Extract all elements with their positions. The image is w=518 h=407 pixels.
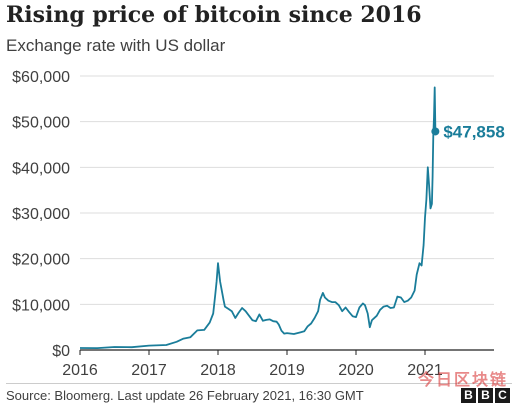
- y-tick-label: $50,000: [12, 115, 70, 132]
- logo-letter: B: [478, 388, 493, 403]
- chart-title: Rising price of bitcoin since 2016: [6, 2, 422, 28]
- y-tick-label: $40,000: [12, 160, 70, 177]
- last-value-point: [431, 127, 440, 136]
- y-tick-label: $10,000: [12, 297, 70, 314]
- x-tick-label: 2016: [62, 362, 98, 379]
- source-note: Source: Bloomerg. Last update 26 Februar…: [6, 388, 364, 403]
- series-line: [79, 86, 437, 350]
- logo-letter: C: [495, 388, 510, 403]
- y-tick-label: $30,000: [12, 206, 70, 223]
- y-tick-label: $60,000: [12, 69, 70, 86]
- annotations: $47,858: [431, 122, 505, 141]
- footer-divider: [6, 383, 512, 384]
- x-axis-tick-labels: 2016 2017 2018 2019 2020 2021: [62, 350, 443, 379]
- watermark: 今日区块链: [417, 372, 508, 389]
- logo-letter: B: [461, 388, 476, 403]
- price-series: [79, 86, 437, 350]
- y-tick-label: $20,000: [12, 252, 70, 269]
- last-value-label: $47,858: [443, 122, 504, 141]
- bbc-logo: B B C: [461, 388, 510, 403]
- line-chart: $0 $10,000 $20,000 $30,000 $40,000 $50,000 $60…: [12, 69, 505, 379]
- x-tick-label: 2021: [407, 362, 443, 379]
- x-tick-label: 2019: [269, 362, 305, 379]
- y-axis-tick-labels: $0 $10,000 $20,000 $30,000 $40,000 $50,000 $60…: [12, 69, 70, 360]
- x-tick-label: 2020: [338, 362, 374, 379]
- x-tick-label: 2017: [131, 362, 167, 379]
- gridlines: [80, 75, 494, 351]
- y-tick-label: $0: [52, 343, 70, 360]
- x-tick-label: 2018: [200, 362, 236, 379]
- chart-subtitle: Exchange rate with US dollar: [6, 36, 226, 55]
